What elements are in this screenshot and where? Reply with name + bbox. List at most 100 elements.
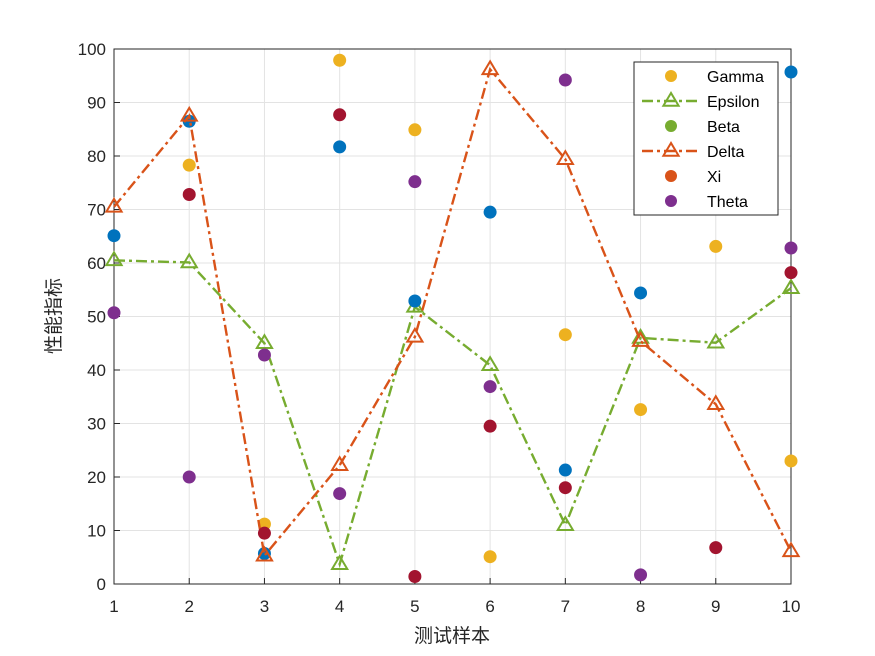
marker-delta xyxy=(631,331,650,347)
point-beta xyxy=(107,229,121,243)
x-tick-label: 1 xyxy=(109,597,118,616)
point-theta xyxy=(257,348,271,362)
marker-epsilon xyxy=(255,333,274,350)
x-tick-label: 2 xyxy=(184,597,193,616)
marker-delta xyxy=(330,455,350,472)
series-delta xyxy=(104,59,801,562)
legend-item-theta: Theta xyxy=(665,194,748,211)
x-tick-label: 4 xyxy=(335,597,344,616)
point-theta xyxy=(784,241,798,255)
marker-epsilon xyxy=(480,355,500,371)
marker-epsilon xyxy=(781,278,801,294)
point-gamma xyxy=(182,158,196,172)
legend-marker-beta xyxy=(665,120,677,132)
x-tick-label: 7 xyxy=(561,597,570,616)
marker-delta xyxy=(480,59,500,76)
point-gamma xyxy=(558,328,572,342)
series-line-epsilon xyxy=(113,259,792,569)
point-xi xyxy=(182,188,196,202)
marker-delta xyxy=(179,105,199,122)
y-axis-title: 性能指标 xyxy=(43,278,65,354)
series-epsilon xyxy=(104,250,801,571)
x-tick-label: 5 xyxy=(410,597,419,616)
legend-marker-epsilon xyxy=(661,91,681,107)
x-axis: 1 2 3 4 5 6 7 8 9 10 xyxy=(109,578,800,616)
y-tick-label: 80 xyxy=(87,147,106,166)
point-gamma xyxy=(634,403,648,417)
y-tick-label: 100 xyxy=(78,40,106,59)
point-xi xyxy=(709,541,723,555)
marker-delta xyxy=(255,545,274,562)
x-tick-label: 9 xyxy=(711,597,720,616)
point-gamma xyxy=(483,550,497,564)
marker-epsilon xyxy=(555,515,575,531)
legend-label-xi: Xi xyxy=(707,169,721,186)
point-gamma xyxy=(257,517,271,531)
point-beta xyxy=(784,65,798,79)
y-tick-label: 50 xyxy=(87,308,106,327)
point-theta xyxy=(558,73,572,87)
y-tick-label: 60 xyxy=(87,254,106,273)
series-gamma xyxy=(182,53,798,564)
point-xi xyxy=(408,570,422,584)
legend-marker-theta xyxy=(665,195,677,207)
legend-item-beta: Beta xyxy=(665,119,740,136)
point-beta xyxy=(257,547,271,561)
point-xi xyxy=(333,108,347,122)
marker-epsilon xyxy=(706,332,726,349)
point-xi xyxy=(257,526,271,540)
point-theta xyxy=(333,487,347,501)
legend-label-theta: Theta xyxy=(707,194,748,211)
marker-epsilon xyxy=(104,250,124,267)
legend-item-xi: Xi xyxy=(665,169,721,186)
point-xi xyxy=(784,266,798,280)
marker-epsilon xyxy=(330,554,350,571)
marker-delta xyxy=(555,149,575,166)
x-tick-label: 3 xyxy=(260,597,269,616)
x-tick-label: 6 xyxy=(485,597,494,616)
y-tick-label: 70 xyxy=(87,201,106,220)
series-xi xyxy=(182,108,798,584)
y-axis: 0 10 20 30 40 50 60 70 80 90 100 xyxy=(78,40,120,594)
legend-label-delta: Delta xyxy=(707,144,744,161)
y-tick-label: 30 xyxy=(87,415,106,434)
point-theta xyxy=(634,568,648,582)
x-axis-title: 测试样本 xyxy=(414,625,490,647)
point-gamma xyxy=(709,239,723,253)
marker-epsilon xyxy=(631,327,650,344)
marker-delta xyxy=(405,326,425,343)
point-xi xyxy=(483,419,497,433)
y-tick-label: 90 xyxy=(87,94,106,113)
legend-item-delta: Delta xyxy=(642,141,744,161)
point-beta xyxy=(634,286,648,300)
y-tick-label: 0 xyxy=(97,575,106,594)
marker-delta xyxy=(104,196,124,213)
y-tick-label: 20 xyxy=(87,468,106,487)
marker-delta xyxy=(706,394,726,411)
y-tick-label: 40 xyxy=(87,361,106,380)
legend: Gamma Epsilon Beta Delta Xi Theta xyxy=(633,61,779,216)
series-line-delta xyxy=(113,66,793,559)
point-theta xyxy=(408,175,422,189)
point-xi xyxy=(558,481,572,495)
y-tick-label: 10 xyxy=(87,522,106,541)
point-gamma xyxy=(408,123,422,137)
x-tick-label: 8 xyxy=(636,597,645,616)
x-tick-label: 10 xyxy=(782,597,801,616)
series-layer xyxy=(104,53,801,584)
point-beta xyxy=(333,140,347,154)
legend-label-beta: Beta xyxy=(707,119,740,136)
series-theta xyxy=(107,73,798,582)
legend-box xyxy=(633,61,779,216)
point-theta xyxy=(182,470,196,484)
point-gamma xyxy=(333,53,347,67)
legend-marker-gamma xyxy=(665,70,677,82)
legend-label-gamma: Gamma xyxy=(707,69,764,86)
point-beta xyxy=(483,205,497,219)
marker-epsilon xyxy=(179,252,199,269)
point-gamma xyxy=(784,454,798,468)
point-theta xyxy=(483,380,497,394)
legend-label-epsilon: Epsilon xyxy=(707,94,759,111)
legend-marker-xi xyxy=(665,170,677,182)
